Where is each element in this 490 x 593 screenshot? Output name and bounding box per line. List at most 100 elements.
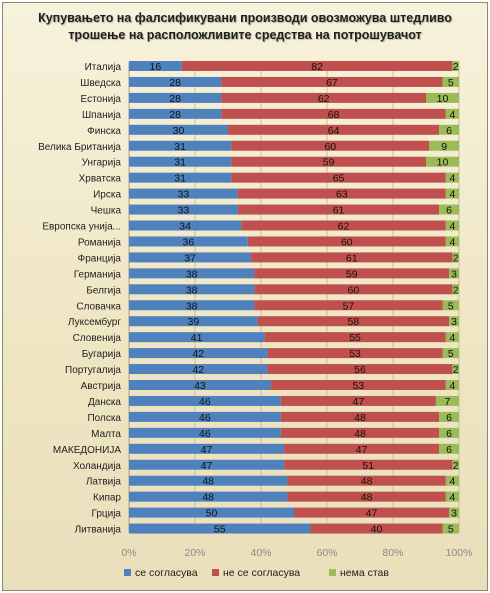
data-label-no-opinion: 3 (451, 268, 457, 280)
bar-disagree (294, 507, 450, 518)
bar-agree (129, 316, 258, 327)
data-label-no-opinion: 2 (453, 460, 459, 472)
legend-label-agree: се согласува (135, 567, 198, 579)
bar-agree (129, 156, 232, 167)
data-label-agree: 50 (206, 508, 218, 520)
data-label-disagree: 60 (341, 236, 353, 248)
bar-agree (129, 92, 222, 103)
data-label-no-opinion: 3 (451, 508, 457, 520)
bar-no-opinion (442, 300, 459, 311)
data-label-no-opinion: 6 (446, 205, 452, 217)
data-label-no-opinion: 4 (449, 380, 455, 392)
bar-no-opinion (429, 140, 459, 151)
data-label-disagree: 82 (311, 61, 323, 73)
bar-no-opinion (445, 108, 459, 119)
bar-agree (129, 76, 222, 87)
bar-no-opinion (439, 411, 459, 422)
bar-agree (129, 459, 285, 470)
data-label-disagree: 65 (333, 173, 345, 185)
bar-agree (129, 284, 255, 295)
chart-title-line-1: Купувањето на фалсификувани производи ов… (38, 11, 452, 25)
bar-agree (129, 380, 271, 390)
bar-no-opinion (439, 427, 459, 438)
data-label-disagree: 53 (349, 348, 361, 360)
bar-disagree (280, 395, 436, 406)
bar-disagree (287, 491, 446, 502)
data-label-no-opinion: 6 (446, 428, 452, 440)
bar-no-opinion (452, 252, 459, 263)
bar-agree (129, 268, 255, 279)
bar-no-opinion (445, 380, 459, 390)
data-label-disagree: 51 (362, 460, 374, 472)
bar-disagree (221, 76, 443, 87)
data-label-agree: 30 (173, 125, 185, 137)
bar-no-opinion (452, 364, 459, 375)
bar-no-opinion (442, 523, 459, 534)
category-label: Литванија (75, 525, 122, 536)
category-label: Шведска (80, 78, 121, 89)
data-label-no-opinion: 4 (449, 221, 455, 233)
bar-disagree (254, 268, 450, 279)
data-label-no-opinion: 2 (453, 364, 459, 376)
bar-agree (129, 364, 268, 375)
bar-disagree (231, 172, 446, 183)
category-label: Романија (78, 237, 122, 248)
data-label-agree: 42 (192, 348, 204, 360)
bar-disagree (284, 443, 440, 454)
data-label-disagree: 48 (361, 476, 373, 488)
x-tick-label: 100% (446, 547, 473, 559)
bar-disagree (267, 364, 453, 375)
bar-disagree (237, 188, 446, 199)
data-label-no-opinion: 3 (451, 316, 457, 328)
bar-agree (129, 108, 222, 119)
bar-disagree (284, 459, 453, 470)
bar-no-opinion (445, 188, 459, 199)
data-label-agree: 28 (169, 93, 181, 105)
data-label-no-opinion: 6 (446, 412, 452, 424)
data-label-no-opinion: 5 (448, 524, 454, 536)
data-label-disagree: 47 (366, 508, 378, 520)
data-label-no-opinion: 4 (449, 236, 455, 248)
bar-agree (129, 523, 311, 534)
data-label-disagree: 63 (336, 189, 348, 201)
data-label-agree: 31 (174, 173, 186, 185)
data-label-disagree: 48 (354, 412, 366, 424)
legend-item-disagree: не се согласува (212, 567, 300, 579)
bar-disagree (241, 220, 446, 231)
category-label: Шпанија (82, 110, 121, 121)
data-label-agree: 39 (188, 316, 200, 328)
bar-no-opinion (426, 156, 459, 167)
data-label-disagree: 55 (349, 332, 361, 344)
bar-no-opinion (445, 220, 459, 231)
bar-no-opinion (435, 395, 459, 406)
category-label: Данска (88, 397, 121, 408)
data-label-no-opinion: 4 (449, 189, 455, 201)
data-label-agree: 47 (201, 460, 213, 472)
data-label-disagree: 68 (328, 109, 340, 121)
bar-no-opinion (449, 507, 459, 518)
bar-disagree (264, 332, 446, 343)
data-label-disagree: 47 (353, 396, 365, 408)
legend-label-no-opinion: нема став (340, 567, 389, 579)
category-label: Латвија (86, 477, 122, 488)
bar-disagree (310, 523, 443, 534)
legend-swatch-disagree (212, 568, 219, 576)
data-label-disagree: 62 (338, 221, 350, 233)
gridlines (128, 62, 460, 533)
x-tick-label: 20% (184, 547, 205, 559)
data-label-no-opinion: 4 (449, 492, 455, 504)
legend-swatch-agree (124, 568, 131, 576)
category-label: МАКЕДОНИЈА (53, 445, 121, 456)
bar-no-opinion (452, 61, 459, 71)
data-label-disagree: 62 (318, 93, 330, 105)
category-label: Белгија (86, 285, 121, 296)
bar-disagree (228, 124, 440, 135)
data-label-disagree: 53 (353, 380, 365, 392)
category-label: Финска (87, 126, 121, 137)
category-label: Грција (91, 509, 121, 520)
data-label-agree: 43 (194, 380, 206, 392)
data-label-no-opinion: 10 (437, 157, 449, 169)
data-label-no-opinion: 7 (445, 396, 451, 408)
category-label: Ирска (93, 190, 121, 201)
bar-no-opinion (449, 316, 459, 327)
